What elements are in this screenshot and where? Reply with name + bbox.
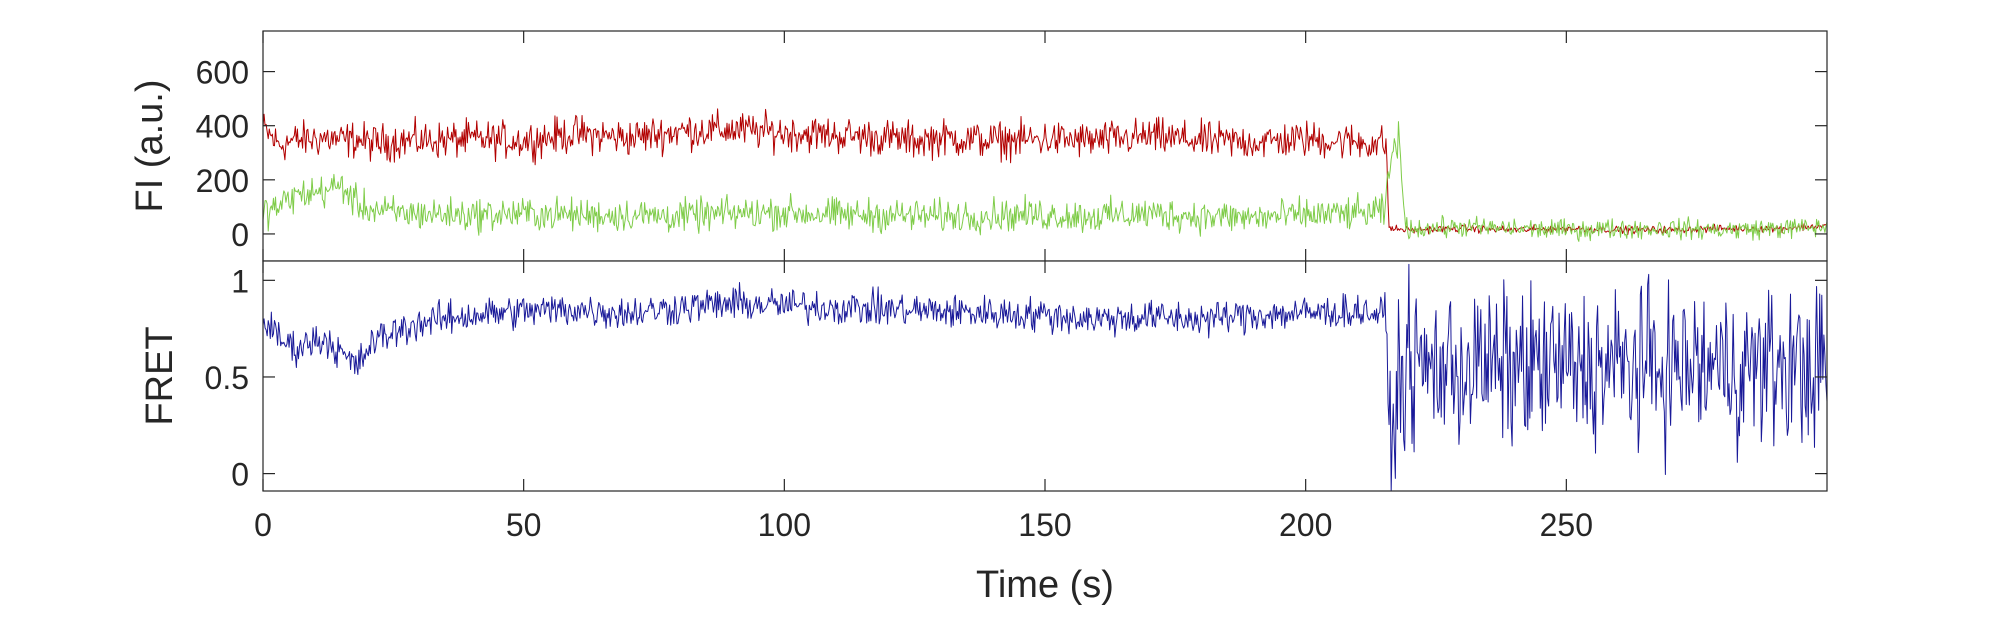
y-tick-label: 0.5 [205,360,249,396]
fret-series-group [262,263,1828,492]
x-tick-label: 150 [1018,507,1071,543]
y-tick-label: 0 [231,217,249,253]
x-tick-label: 100 [758,507,811,543]
y-tick-label: 600 [196,55,249,91]
fret-panel: 00.51 0 50 100 150 200 250 FRET Time (s) [139,260,1828,606]
fluorescence-panel: 0 200 400 600 FI (a.u.) [129,30,1828,262]
fluorescence-series-group [262,108,1828,242]
x-tick-label: 250 [1540,507,1593,543]
fret-y-axis-label: FRET [139,326,181,425]
fluorescence-x-ticks [262,31,1567,261]
fret-trace-line [262,263,1828,492]
fluorescence-y-axis-label: FI (a.u.) [129,79,171,212]
fret-y-ticks: 00.51 [205,263,1827,493]
fluorescence-y-ticks: 0 200 400 600 [196,55,1827,253]
y-tick-label: 0 [231,457,249,493]
x-tick-label: 200 [1279,507,1332,543]
x-tick-label: 50 [506,507,542,543]
x-axis-label: Time (s) [976,564,1114,606]
y-tick-label: 200 [196,163,249,199]
fret-x-ticks: 0 50 100 150 200 250 [254,261,1593,543]
donor-trace-line [262,121,1828,242]
y-tick-label: 1 [231,263,249,299]
acceptor-trace-line [262,108,1828,235]
fluorescence-plot-area [263,31,1827,261]
x-tick-label: 0 [254,507,272,543]
y-tick-label: 400 [196,109,249,145]
